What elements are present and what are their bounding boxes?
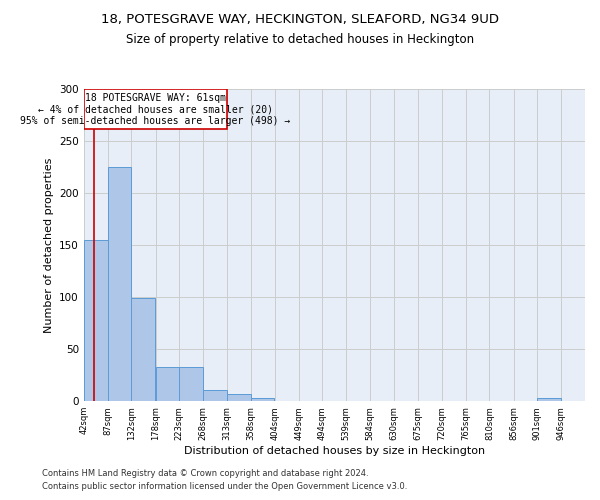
Bar [227,394,251,402]
Text: 18 POTESGRAVE WAY: 61sqm: 18 POTESGRAVE WAY: 61sqm [85,92,226,102]
Bar [84,240,107,402]
Text: ← 4% of detached houses are smaller (20): ← 4% of detached houses are smaller (20) [38,104,273,115]
Text: 95% of semi-detached houses are larger (498) →: 95% of semi-detached houses are larger (… [20,116,290,126]
Text: Contains public sector information licensed under the Open Government Licence v3: Contains public sector information licen… [42,482,407,491]
Y-axis label: Number of detached properties: Number of detached properties [44,158,53,333]
Text: Contains HM Land Registry data © Crown copyright and database right 2024.: Contains HM Land Registry data © Crown c… [42,468,368,477]
Bar [107,167,131,402]
Bar [179,367,203,402]
Bar [203,390,227,402]
Bar [251,398,274,402]
X-axis label: Distribution of detached houses by size in Heckington: Distribution of detached houses by size … [184,446,485,456]
Text: 18, POTESGRAVE WAY, HECKINGTON, SLEAFORD, NG34 9UD: 18, POTESGRAVE WAY, HECKINGTON, SLEAFORD… [101,12,499,26]
Bar [155,367,179,402]
Text: Size of property relative to detached houses in Heckington: Size of property relative to detached ho… [126,32,474,46]
FancyBboxPatch shape [84,89,227,128]
Bar [131,298,155,402]
Bar [538,398,561,402]
